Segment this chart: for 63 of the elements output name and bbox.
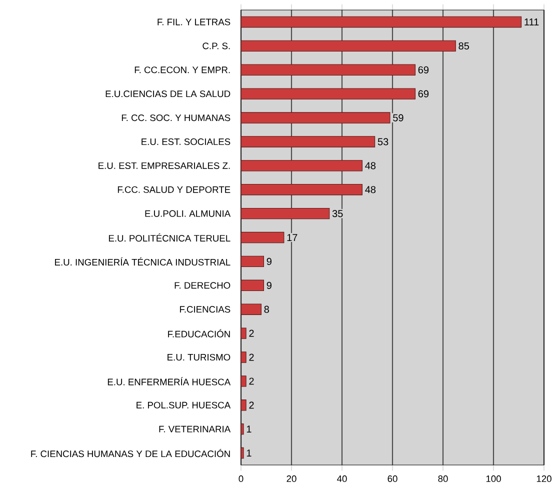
y-tick-label: F. DERECHO (174, 282, 230, 289)
y-tick-label: F. FIL. Y LETRAS (158, 18, 230, 26)
data-label: 2 (249, 378, 254, 385)
y-tick-label: E.U. ENFERMERÍA HUESCA (108, 377, 231, 386)
y-tick-label: E.U. EST. EMPRESARIALES Z. (98, 162, 230, 169)
x-tick-label: 80 (438, 475, 448, 482)
bar (240, 447, 244, 459)
data-label: 2 (249, 354, 254, 361)
y-tick-label: E.U. TURISMO (168, 354, 230, 361)
x-tick-label: 100 (486, 475, 501, 482)
bar (240, 256, 264, 268)
x-tick-label: 120 (536, 475, 552, 482)
y-tick-label: F.EDUCACIÓN (168, 329, 230, 338)
data-label: 17 (287, 234, 298, 241)
bar (240, 400, 246, 411)
data-label: 69 (418, 66, 429, 74)
y-tick-label: F. CC. SOC. Y HUMANAS (122, 114, 230, 122)
y-tick-label: F.CC. SALUD Y DEPORTE (118, 186, 230, 193)
data-label: 35 (332, 210, 343, 218)
data-label: 9 (266, 282, 272, 289)
bar (240, 40, 456, 52)
bar (240, 16, 522, 28)
bar (240, 423, 244, 435)
bar (240, 328, 246, 339)
y-tick-label: F. VETERINARIA (159, 426, 231, 432)
bar (240, 304, 262, 315)
data-label: 2 (249, 402, 254, 409)
x-tick-label: 60 (388, 475, 398, 482)
y-tick-label: E.U. POLITÉCNICA TERUEL (108, 233, 230, 242)
y-tick-label: E.U.POLI. ALMUNIA (145, 210, 231, 217)
bar (240, 64, 416, 76)
y-tick-label: E. POL.SUP. HUESCA (136, 402, 231, 408)
bar (240, 184, 362, 196)
data-label: 48 (365, 162, 376, 170)
data-label: 48 (365, 186, 376, 194)
data-label: 111 (524, 18, 539, 26)
y-tick-label: F.CIENCIAS (180, 306, 230, 313)
x-tick-label: 0 (238, 475, 244, 482)
data-label: 69 (418, 90, 429, 98)
bar (240, 352, 246, 363)
data-label: 1 (246, 450, 252, 456)
bar (240, 136, 376, 148)
data-label: 53 (378, 138, 388, 146)
data-label: 85 (458, 42, 469, 50)
y-tick-label: E.U. INGENIERÍA TÉCNICA INDUSTRIAL (55, 257, 230, 266)
x-tick-label: 20 (286, 475, 296, 482)
bar (240, 88, 416, 100)
y-tick-label: F. CC.ECON. Y EMPR. (134, 66, 230, 74)
data-label: 59 (393, 114, 404, 122)
data-label: 9 (266, 258, 272, 265)
y-tick-label: C.P. S. (202, 42, 230, 50)
y-tick-label: E.U.CIENCIAS DE LA SALUD (106, 90, 230, 98)
bar (240, 208, 330, 220)
y-tick-label: F. CIENCIAS HUMANAS Y DE LA EDUCACIÓN (31, 448, 230, 458)
data-label: 1 (246, 426, 252, 433)
bar (240, 232, 284, 244)
data-label: 2 (249, 330, 254, 337)
bar (240, 376, 246, 387)
bar (240, 280, 264, 292)
bar (240, 160, 362, 172)
x-tick-label: 40 (337, 475, 347, 482)
data-label: 8 (264, 306, 269, 313)
y-tick-label: E.U. EST. SOCIALES (142, 138, 230, 146)
